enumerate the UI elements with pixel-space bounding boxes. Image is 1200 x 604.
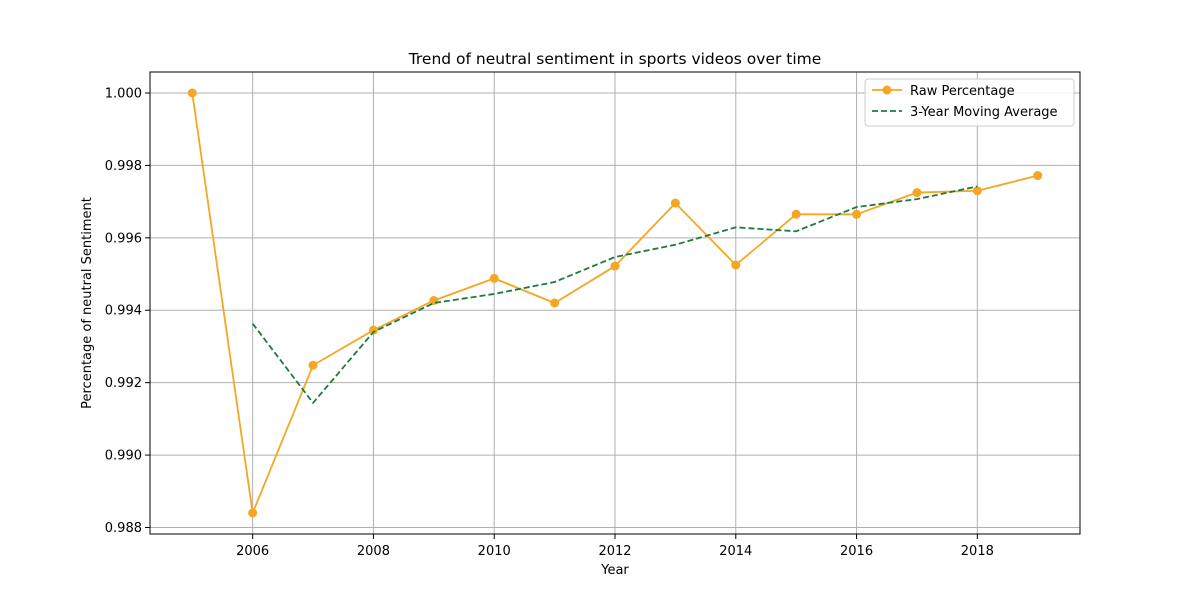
y-tick-label: 0.992 — [105, 376, 142, 391]
x-tick-label: 2012 — [598, 544, 631, 559]
y-axis-ticks: 0.988 0.990 0.992 0.994 0.996 0.998 1.000 — [105, 87, 150, 536]
chart-title: Trend of neutral sentiment in sports vid… — [408, 50, 822, 68]
raw-percentage-point — [187, 88, 197, 98]
x-axis-ticks: 2006 2008 2010 2012 2014 2016 2018 — [236, 534, 994, 559]
grid-lines — [150, 72, 1080, 534]
y-tick-label: 0.998 — [105, 159, 142, 174]
raw-percentage-point — [972, 186, 982, 196]
raw-percentage-point — [550, 298, 560, 308]
legend-frame — [864, 78, 1075, 127]
y-tick-label: 0.996 — [105, 231, 142, 246]
series-layer — [187, 88, 1043, 518]
raw-percentage-point — [1033, 171, 1043, 181]
legend: Raw Percentage 3-Year Moving Average — [864, 78, 1075, 127]
raw-percentage-point — [248, 508, 258, 518]
raw-percentage-point — [610, 261, 620, 271]
raw-percentage-point — [912, 188, 922, 198]
raw-percentage-point — [791, 209, 801, 219]
y-tick-label: 0.990 — [105, 449, 142, 464]
raw-percentage-point — [731, 260, 741, 270]
legend-raw-label: Raw Percentage — [910, 84, 1015, 99]
x-tick-label: 2018 — [961, 544, 994, 559]
y-tick-label: 0.988 — [105, 521, 142, 536]
x-tick-label: 2008 — [357, 544, 390, 559]
legend-moving-average-label: 3-Year Moving Average — [910, 105, 1058, 120]
raw-percentage-point — [368, 325, 378, 335]
raw-percentage-point — [308, 360, 318, 370]
y-tick-label: 0.994 — [105, 304, 142, 319]
x-tick-label: 2014 — [719, 544, 752, 559]
raw-percentage-point — [489, 273, 499, 283]
legend-raw-marker — [882, 85, 892, 95]
x-tick-label: 2016 — [840, 544, 873, 559]
y-axis-label: Percentage of neutral Sentiment — [80, 197, 95, 409]
y-tick-label: 1.000 — [105, 87, 142, 102]
x-tick-label: 2010 — [478, 544, 511, 559]
x-axis-label: Year — [600, 563, 629, 578]
moving-average-line — [251, 185, 978, 404]
raw-percentage-point — [852, 209, 862, 219]
raw-percentage-point — [670, 198, 680, 208]
x-tick-label: 2006 — [236, 544, 269, 559]
